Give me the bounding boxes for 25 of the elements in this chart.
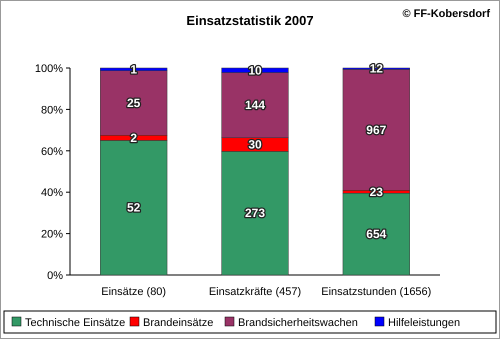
annotation: 144	[244, 98, 266, 112]
annotation: 23	[370, 184, 384, 199]
annotation: 967	[366, 122, 387, 137]
legend-label: Brandeinsätze	[143, 317, 214, 329]
y-tick-label: 60%	[40, 146, 64, 158]
x-tick-label: Einsätze (80)	[101, 286, 166, 298]
y-tick-label: 100%	[34, 63, 64, 75]
annotation: 30	[248, 138, 262, 152]
y-tick-label: 20%	[40, 228, 64, 241]
x-tick-label: Einsatzkräfte (457)	[208, 286, 302, 298]
chart-title: Einsatzstatistik 2007	[186, 13, 314, 28]
annotation: 1	[130, 62, 138, 76]
y-tick-label: 80%	[40, 104, 64, 116]
x-tick-label: Einsatzstunden (1656)	[321, 286, 432, 298]
text: © FF-Kobersdorf	[402, 8, 490, 20]
annotation: 12	[370, 62, 384, 76]
legend-label: Technische Einsätze	[25, 317, 126, 329]
legend-label: Hilfeleistungen	[388, 317, 460, 329]
annotation: 273	[244, 206, 266, 220]
annotation: 25	[127, 96, 141, 110]
y-tick-label: 0%	[47, 270, 64, 282]
legend-label: Brandsicherheitswachen	[238, 317, 358, 329]
annotation: 52	[127, 200, 141, 215]
annotation: 654	[366, 227, 387, 242]
y-tick-label: 40%	[40, 187, 64, 200]
